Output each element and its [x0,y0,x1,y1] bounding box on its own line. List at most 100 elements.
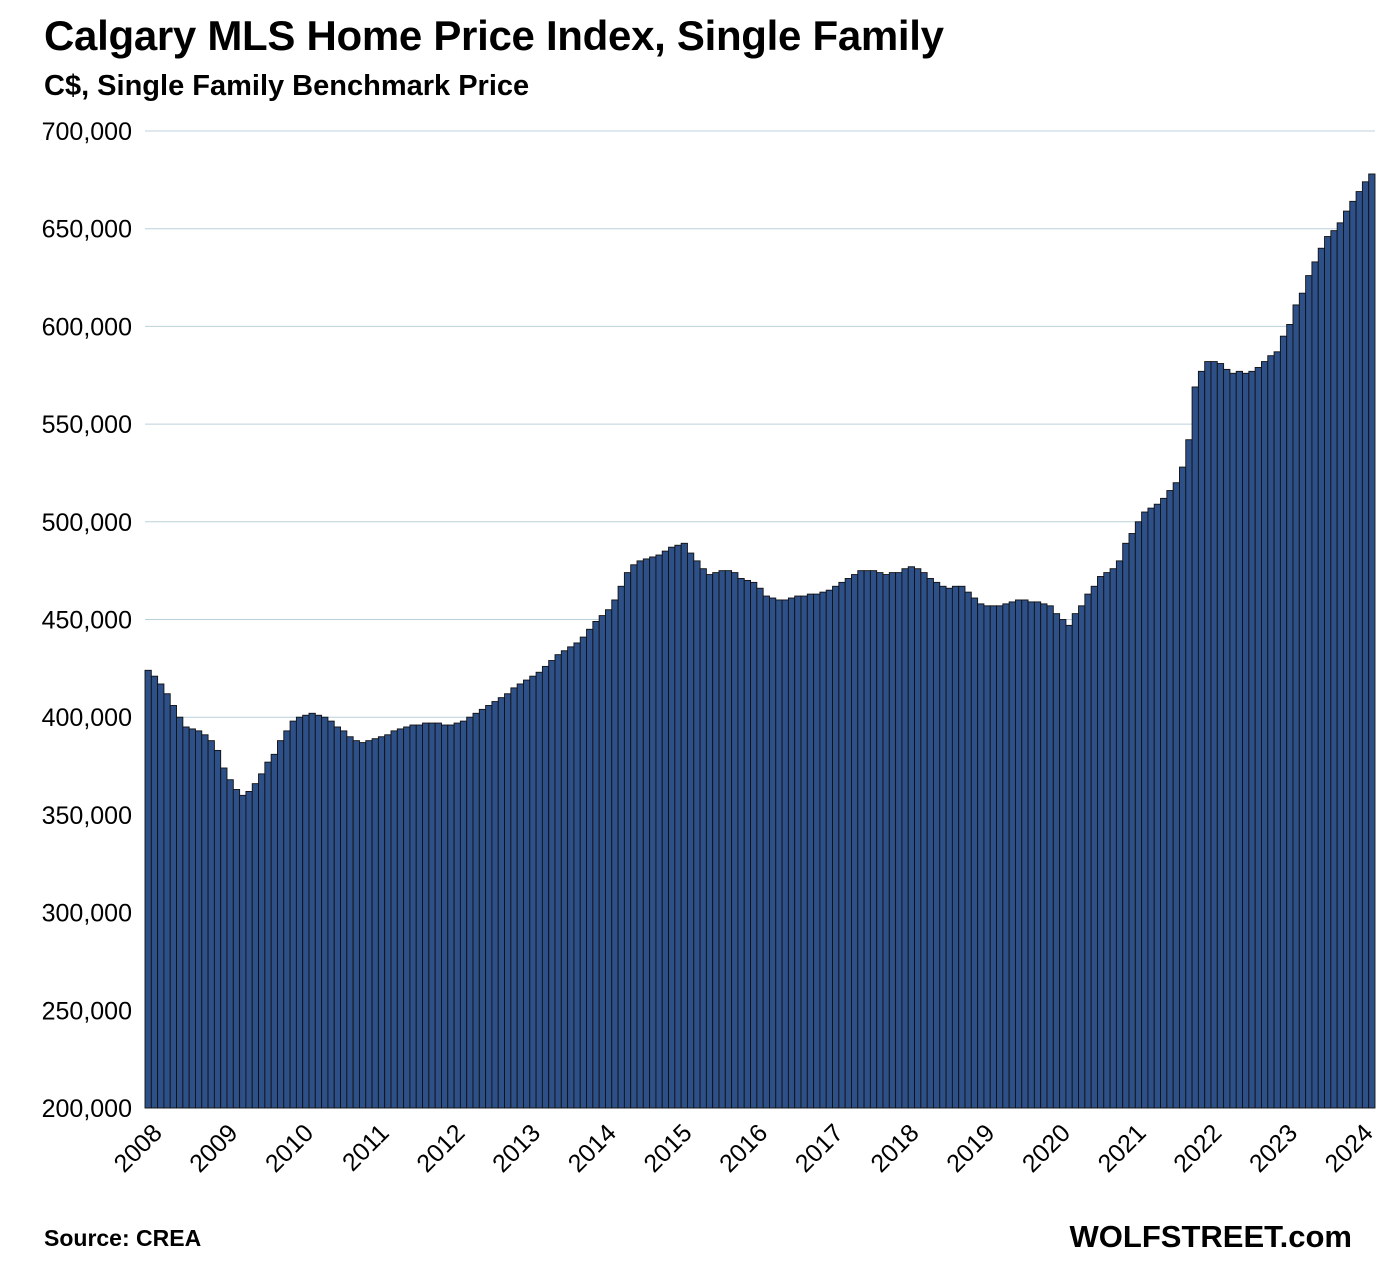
bar [794,595,802,1109]
bar [1223,368,1231,1109]
bar [800,595,808,1109]
bar [491,701,499,1109]
bar [605,609,613,1109]
bar [649,556,657,1109]
bar [876,572,884,1109]
x-tick-label: 2019 [941,1119,1000,1178]
x-tick-label: 2009 [184,1119,243,1178]
bar [195,730,203,1109]
bar [1330,230,1338,1109]
bar [674,544,682,1109]
x-tick-label: 2018 [865,1119,924,1178]
bar [857,570,865,1109]
x-tick-label: 2012 [411,1119,470,1178]
bar [951,585,960,1109]
brand-logo-text: WOLFSTREET.com [1069,1219,1352,1254]
bar [182,726,190,1109]
bar [813,593,821,1109]
bar [863,570,871,1109]
bar [1059,619,1067,1109]
bar [289,720,297,1109]
bar [201,734,209,1109]
bar [163,693,171,1109]
x-tick-label: 2021 [1093,1119,1152,1178]
bar [1172,482,1180,1109]
bar [907,566,915,1109]
bar [1008,601,1016,1109]
x-tick-label: 2017 [790,1119,849,1178]
bar [232,789,241,1109]
bar [989,605,997,1109]
bar [264,761,272,1109]
y-axis-ticks: 200,000 250,000 300,000 350,000 400,000 450,0… [42,118,132,1123]
bar [497,697,505,1109]
bar [541,665,550,1109]
bar [1292,304,1300,1109]
bar [750,581,758,1109]
bar [157,683,165,1109]
bar [762,595,770,1109]
bar [958,585,966,1109]
bar [1286,324,1294,1109]
bar [346,736,354,1109]
bar [1002,603,1010,1109]
bar [882,574,890,1109]
bar [1141,511,1149,1109]
bar [1128,533,1136,1109]
bar [314,714,323,1109]
x-tick-label: 2015 [638,1119,697,1178]
bar [1160,497,1168,1109]
bar [1361,181,1370,1109]
bar [1027,601,1035,1109]
bar [977,603,985,1109]
bar [567,646,575,1109]
x-tick-label: 2008 [109,1119,168,1178]
bar [277,740,285,1109]
bar [737,578,745,1109]
bar [1343,210,1351,1109]
x-tick-label: 2011 [337,1119,395,1177]
bar [258,773,266,1109]
bar [403,726,411,1109]
bar [516,683,524,1109]
bar [617,585,625,1109]
y-tick-label: 700,000 [42,118,132,146]
bar [359,742,367,1109]
y-tick-label: 300,000 [42,900,132,928]
chart-title: Calgary MLS Home Price Index, Single Fam… [44,12,944,59]
bar [560,650,569,1109]
bar [144,669,152,1109]
bar [743,579,751,1109]
bar [245,791,253,1109]
bar [869,570,878,1109]
y-tick-label: 650,000 [42,216,132,244]
bar [453,722,461,1109]
bar [1273,351,1281,1109]
x-tick-label: 2023 [1244,1119,1303,1178]
bar [630,564,638,1109]
bar [661,550,669,1109]
bar [270,753,278,1109]
chart-subtitle: C$, Single Family Benchmark Price [44,70,530,102]
bar [1179,466,1187,1109]
bar [535,671,543,1109]
bar [428,722,436,1109]
bar [623,572,632,1109]
bar [176,716,184,1109]
bar [1109,568,1117,1109]
bar [1065,624,1073,1109]
bar [1229,372,1237,1109]
bar [699,568,707,1109]
bar [308,712,316,1109]
bar [283,730,291,1109]
bar [724,570,733,1109]
bar [1254,366,1262,1109]
bar [579,636,587,1109]
bar [384,734,392,1109]
bar [1204,361,1212,1109]
bar [806,593,815,1109]
bar [409,724,417,1109]
bar [1122,542,1130,1109]
x-tick-label: 2020 [1017,1119,1076,1178]
